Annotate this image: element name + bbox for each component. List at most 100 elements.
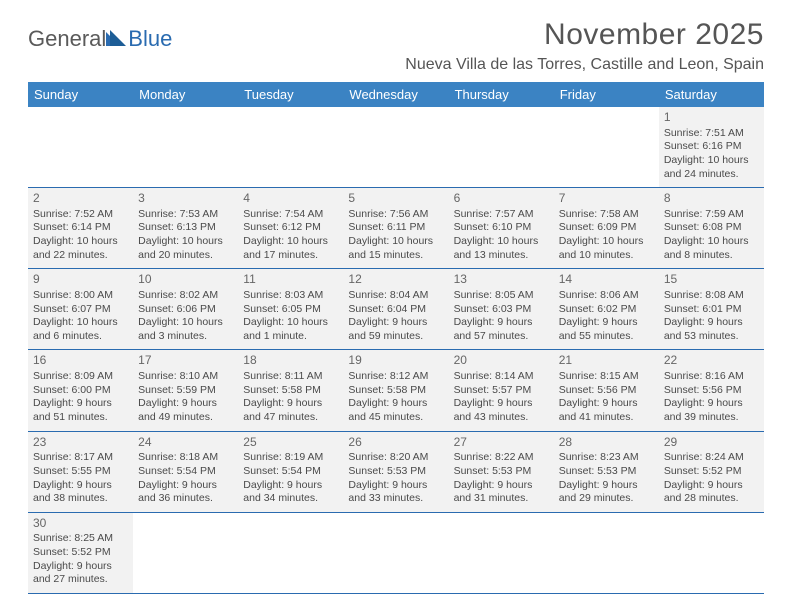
day-cell: 24Sunrise: 8:18 AMSunset: 5:54 PMDayligh… [133, 431, 238, 512]
calendar-row: 1Sunrise: 7:51 AMSunset: 6:16 PMDaylight… [28, 107, 764, 188]
day-number: 16 [33, 353, 128, 369]
day-number: 25 [243, 435, 338, 451]
day-detail: Daylight: 10 hours [664, 154, 759, 168]
day-detail: Sunset: 6:03 PM [454, 303, 549, 317]
day-number: 2 [33, 191, 128, 207]
day-detail: Daylight: 9 hours [243, 479, 338, 493]
day-number: 27 [454, 435, 549, 451]
logo-text-2: Blue [128, 26, 172, 52]
day-number: 9 [33, 272, 128, 288]
day-number: 21 [559, 353, 654, 369]
weekday-header: Wednesday [343, 82, 448, 107]
day-cell: 3Sunrise: 7:53 AMSunset: 6:13 PMDaylight… [133, 188, 238, 269]
day-detail: Sunrise: 8:11 AM [243, 370, 338, 384]
empty-cell [659, 512, 764, 593]
day-number: 5 [348, 191, 443, 207]
day-detail: Sunrise: 7:54 AM [243, 208, 338, 222]
day-number: 20 [454, 353, 549, 369]
flag-icon [106, 30, 128, 48]
day-detail: Sunrise: 7:51 AM [664, 127, 759, 141]
day-detail: Daylight: 10 hours [138, 316, 233, 330]
weekday-header: Monday [133, 82, 238, 107]
day-detail: Daylight: 9 hours [454, 316, 549, 330]
day-cell: 21Sunrise: 8:15 AMSunset: 5:56 PMDayligh… [554, 350, 659, 431]
day-detail: Daylight: 9 hours [243, 397, 338, 411]
day-number: 4 [243, 191, 338, 207]
day-detail: Sunrise: 7:52 AM [33, 208, 128, 222]
location: Nueva Villa de las Torres, Castille and … [405, 56, 764, 74]
day-detail: Daylight: 10 hours [454, 235, 549, 249]
day-detail: Daylight: 9 hours [138, 479, 233, 493]
day-number: 8 [664, 191, 759, 207]
day-detail: and 57 minutes. [454, 330, 549, 344]
day-detail: and 17 minutes. [243, 249, 338, 263]
weekday-header-row: Sunday Monday Tuesday Wednesday Thursday… [28, 82, 764, 107]
day-detail: Sunset: 6:16 PM [664, 140, 759, 154]
day-detail: Daylight: 9 hours [454, 479, 549, 493]
day-detail: Sunset: 5:57 PM [454, 384, 549, 398]
day-detail: Sunset: 5:55 PM [33, 465, 128, 479]
day-detail: Sunrise: 8:22 AM [454, 451, 549, 465]
day-detail: and 55 minutes. [559, 330, 654, 344]
day-detail: Sunset: 5:53 PM [348, 465, 443, 479]
day-detail: and 36 minutes. [138, 492, 233, 506]
day-detail: Sunrise: 8:08 AM [664, 289, 759, 303]
day-detail: Daylight: 9 hours [664, 397, 759, 411]
day-cell: 14Sunrise: 8:06 AMSunset: 6:02 PMDayligh… [554, 269, 659, 350]
day-detail: Sunset: 6:12 PM [243, 221, 338, 235]
day-cell: 8Sunrise: 7:59 AMSunset: 6:08 PMDaylight… [659, 188, 764, 269]
day-detail: Daylight: 9 hours [664, 479, 759, 493]
day-cell: 15Sunrise: 8:08 AMSunset: 6:01 PMDayligh… [659, 269, 764, 350]
calendar-row: 30Sunrise: 8:25 AMSunset: 5:52 PMDayligh… [28, 512, 764, 593]
day-cell: 17Sunrise: 8:10 AMSunset: 5:59 PMDayligh… [133, 350, 238, 431]
empty-cell [343, 512, 448, 593]
day-detail: and 45 minutes. [348, 411, 443, 425]
day-cell: 5Sunrise: 7:56 AMSunset: 6:11 PMDaylight… [343, 188, 448, 269]
day-detail: and 53 minutes. [664, 330, 759, 344]
day-detail: and 29 minutes. [559, 492, 654, 506]
day-detail: and 33 minutes. [348, 492, 443, 506]
day-cell: 27Sunrise: 8:22 AMSunset: 5:53 PMDayligh… [449, 431, 554, 512]
day-number: 3 [138, 191, 233, 207]
day-detail: Sunrise: 7:53 AM [138, 208, 233, 222]
day-cell: 22Sunrise: 8:16 AMSunset: 5:56 PMDayligh… [659, 350, 764, 431]
day-detail: Daylight: 10 hours [243, 316, 338, 330]
day-number: 29 [664, 435, 759, 451]
empty-cell [133, 512, 238, 593]
day-detail: Sunrise: 8:24 AM [664, 451, 759, 465]
day-detail: Sunrise: 8:12 AM [348, 370, 443, 384]
empty-cell [238, 512, 343, 593]
logo: General Blue [28, 26, 172, 52]
day-detail: Sunset: 5:56 PM [664, 384, 759, 398]
day-detail: Sunset: 6:02 PM [559, 303, 654, 317]
day-detail: and 49 minutes. [138, 411, 233, 425]
day-number: 14 [559, 272, 654, 288]
calendar-row: 9Sunrise: 8:00 AMSunset: 6:07 PMDaylight… [28, 269, 764, 350]
calendar-row: 2Sunrise: 7:52 AMSunset: 6:14 PMDaylight… [28, 188, 764, 269]
day-number: 12 [348, 272, 443, 288]
day-detail: and 22 minutes. [33, 249, 128, 263]
day-detail: and 28 minutes. [664, 492, 759, 506]
day-number: 11 [243, 272, 338, 288]
day-detail: Sunrise: 7:56 AM [348, 208, 443, 222]
day-detail: Daylight: 10 hours [664, 235, 759, 249]
day-cell: 2Sunrise: 7:52 AMSunset: 6:14 PMDaylight… [28, 188, 133, 269]
day-detail: and 3 minutes. [138, 330, 233, 344]
day-detail: and 13 minutes. [454, 249, 549, 263]
day-detail: and 51 minutes. [33, 411, 128, 425]
day-detail: and 24 minutes. [664, 168, 759, 182]
day-detail: Sunset: 5:54 PM [138, 465, 233, 479]
day-cell: 26Sunrise: 8:20 AMSunset: 5:53 PMDayligh… [343, 431, 448, 512]
day-detail: Daylight: 10 hours [33, 235, 128, 249]
day-number: 10 [138, 272, 233, 288]
day-detail: Sunrise: 8:25 AM [33, 532, 128, 546]
day-detail: Daylight: 9 hours [138, 397, 233, 411]
weekday-header: Saturday [659, 82, 764, 107]
day-detail: and 8 minutes. [664, 249, 759, 263]
day-cell: 7Sunrise: 7:58 AMSunset: 6:09 PMDaylight… [554, 188, 659, 269]
calendar-table: Sunday Monday Tuesday Wednesday Thursday… [28, 82, 764, 594]
day-detail: Sunrise: 8:17 AM [33, 451, 128, 465]
day-cell: 19Sunrise: 8:12 AMSunset: 5:58 PMDayligh… [343, 350, 448, 431]
day-detail: Sunset: 5:59 PM [138, 384, 233, 398]
day-detail: and 6 minutes. [33, 330, 128, 344]
